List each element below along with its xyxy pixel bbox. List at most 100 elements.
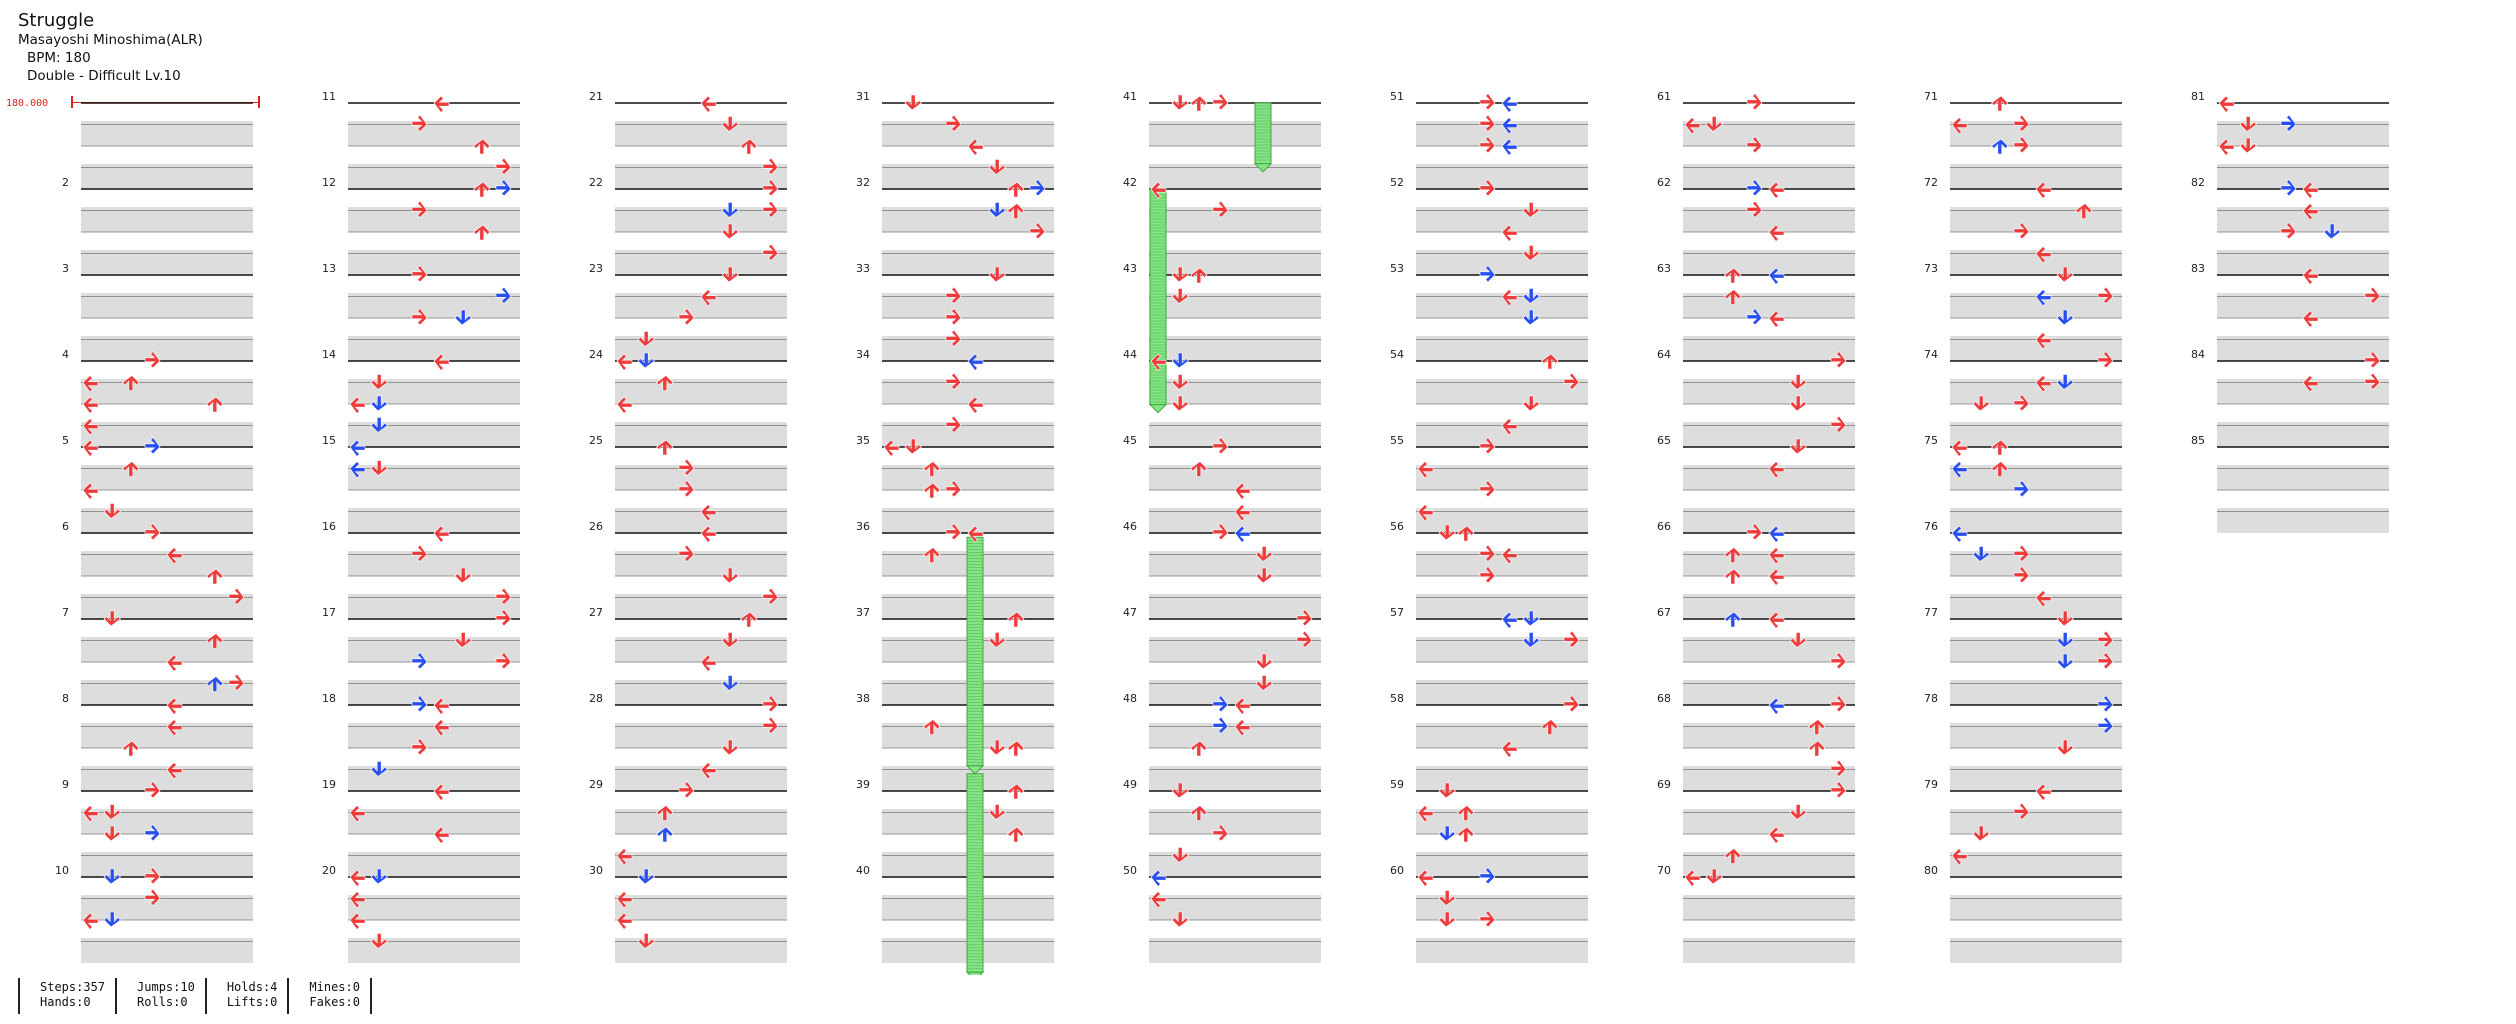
arrow-shape: [2280, 179, 2297, 197]
beat-band: [882, 207, 1054, 211]
beat-band: [1416, 422, 1588, 426]
arrow-shape: [2035, 590, 2052, 608]
beat-band: [1950, 938, 2122, 942]
arrow-shape: [721, 567, 739, 584]
beat-band: [1149, 511, 1321, 533]
beat-band: [348, 336, 520, 340]
arrow-shape: [616, 848, 633, 866]
beat-band: [882, 253, 1054, 275]
step-arrow-up-icon: [1724, 267, 1742, 284]
arrow-shape: [2056, 610, 2074, 627]
step-arrow-down-icon: [1789, 632, 1807, 648]
measure-number: 14: [322, 348, 336, 361]
arrow-shape: [1234, 525, 1251, 543]
beat-band: [615, 640, 787, 662]
hold-tail: [1148, 404, 1168, 414]
arrow-shape: [1479, 566, 1496, 584]
beat-band: [1149, 207, 1321, 211]
beat-band: [882, 382, 1054, 404]
arrow-shape: [1522, 202, 1540, 218]
arrow-shape: [740, 611, 758, 628]
step-arrow-down-icon: [103, 610, 121, 627]
arrow-shape: [495, 286, 512, 304]
arrow-shape: [988, 202, 1006, 218]
arrow-shape: [2035, 332, 2052, 350]
beat-band: [1416, 809, 1588, 813]
step-arrow-right-icon: [1830, 652, 1847, 670]
beat-band: [1683, 726, 1855, 748]
beat-band: [1950, 465, 2122, 469]
beat-band: [348, 425, 520, 447]
arrow-shape: [904, 94, 922, 111]
step-arrow-up-icon: [1808, 719, 1826, 735]
beat-band: [348, 597, 520, 619]
measure-number: 18: [322, 692, 336, 705]
arrow-shape: [945, 523, 962, 541]
beat-band: [882, 293, 1054, 297]
arrow-shape: [2218, 138, 2235, 156]
beat-band: [1416, 812, 1588, 834]
beat-band: [81, 680, 253, 684]
step-arrow-right-icon: [228, 673, 245, 691]
step-arrow-up-icon: [1190, 267, 1208, 284]
arrow-shape: [1150, 353, 1167, 371]
arrow-shape: [1951, 117, 1968, 135]
arrow-shape: [1746, 523, 1763, 541]
song-artist: Masayoshi Minoshima(ALR): [18, 32, 203, 48]
measure-number: 67: [1657, 606, 1671, 619]
beat-band: [81, 594, 253, 598]
beat-band: [1950, 941, 2122, 963]
arrow-shape: [637, 933, 655, 949]
beat-band: [1416, 551, 1588, 555]
step-arrow-up-icon: [1007, 826, 1025, 843]
step-arrow-right-icon: [1212, 716, 1229, 734]
beat-band: [615, 594, 787, 598]
step-arrow-down-icon: [2056, 739, 2074, 756]
arrow-shape: [904, 438, 922, 455]
beat-band: [1416, 855, 1588, 877]
step-arrow-down-icon: [1789, 374, 1807, 390]
beat-band: [615, 253, 787, 275]
beat-band: [1950, 640, 2122, 662]
step-arrow-down-icon: [1438, 890, 1456, 906]
step-arrow-left-icon: [967, 525, 984, 543]
arrow-shape: [1007, 783, 1025, 800]
beat-band: [615, 339, 787, 361]
step-arrow-right-icon: [1212, 437, 1229, 455]
beat-band: [348, 766, 520, 770]
arrow-shape: [1234, 504, 1251, 522]
beat-band: [882, 465, 1054, 469]
arrow-shape: [103, 804, 121, 820]
beat-band: [1950, 554, 2122, 576]
step-arrow-up-icon: [740, 611, 758, 628]
arrow-shape: [1212, 695, 1229, 713]
beat-band: [348, 938, 520, 942]
arrow-shape: [82, 396, 99, 414]
arrow-shape: [1684, 869, 1701, 887]
step-arrow-down-icon: [1171, 266, 1189, 283]
arrow-shape: [495, 587, 512, 605]
step-arrow-up-icon: [1808, 740, 1826, 757]
arrow-shape: [2056, 374, 2074, 390]
step-arrow-up-icon: [1724, 547, 1742, 563]
step-arrow-right-icon: [1479, 480, 1496, 498]
step-arrow-up-icon: [1190, 461, 1208, 477]
step-arrow-up-icon: [1190, 740, 1208, 757]
step-arrow-down-icon: [454, 567, 472, 584]
step-arrow-right-icon: [495, 652, 512, 670]
step-arrow-right-icon: [678, 308, 695, 326]
arrow-shape: [1171, 911, 1189, 928]
arrow-shape: [700, 504, 717, 522]
measure-number: 7: [62, 606, 69, 619]
arrow-shape: [349, 869, 366, 887]
beat-band: [2217, 468, 2389, 490]
arrow-shape: [411, 544, 428, 562]
arrow-shape: [967, 353, 984, 371]
step-arrow-down-icon: [103, 825, 121, 842]
arrow-shape: [1438, 890, 1456, 906]
beat-band: [1416, 379, 1588, 383]
arrow-shape: [1789, 438, 1807, 455]
stat-value: Rolls:0: [137, 995, 188, 1009]
beat-band: [1683, 551, 1855, 555]
beat-band: [1416, 250, 1588, 254]
